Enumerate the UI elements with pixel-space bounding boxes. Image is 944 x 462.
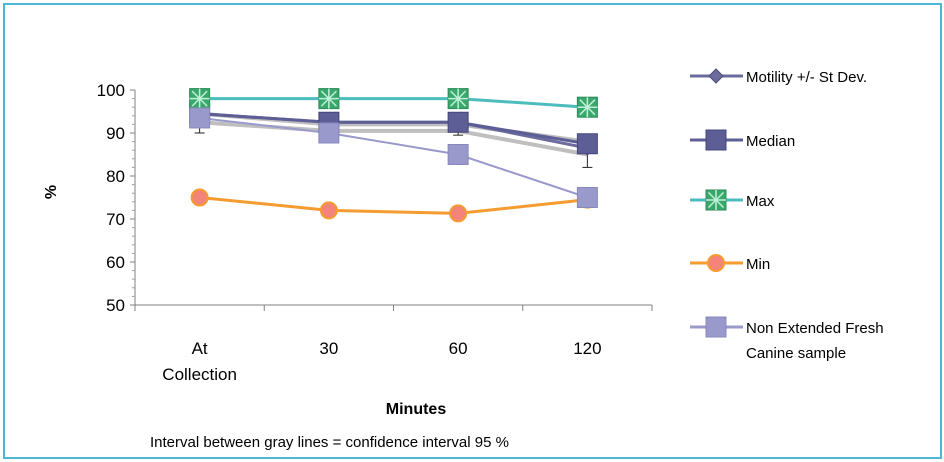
x-tick-label: Collection <box>162 365 237 384</box>
series-line-3 <box>199 196 588 215</box>
marker-4 <box>447 144 469 165</box>
x-tick-label: 60 <box>449 339 468 358</box>
marker-4 <box>189 107 211 129</box>
x-tick-label: At <box>192 339 208 358</box>
series-line-2 <box>199 97 588 109</box>
marker-2-cross <box>189 88 210 109</box>
y-tick-label: 70 <box>106 210 125 229</box>
marker-1 <box>576 133 598 155</box>
y-tick-label: 60 <box>106 253 125 272</box>
marker-2-cross <box>318 88 339 109</box>
legend-marker-0 <box>708 68 724 84</box>
legend-marker-1 <box>705 129 727 151</box>
marker-2-cross <box>448 88 469 109</box>
confidence-line-lower <box>199 120 588 157</box>
marker-3 <box>190 188 209 207</box>
legend-label-1: Median <box>746 133 795 150</box>
legend-marker-2-cross <box>706 190 726 210</box>
legend-label-3: Min <box>746 256 770 273</box>
y-tick-label: 90 <box>106 124 125 143</box>
marker-3 <box>449 204 468 223</box>
x-axis-title: Minutes <box>386 401 447 418</box>
marker-4 <box>576 187 598 208</box>
y-tick-label: 80 <box>106 167 125 186</box>
legend-marker-4 <box>705 316 727 338</box>
confidence-note: Interval between gray lines = confidence… <box>150 434 509 451</box>
series-line-1 <box>199 112 588 146</box>
marker-3 <box>319 201 338 220</box>
y-tick-label: 100 <box>97 81 125 100</box>
marker-4 <box>318 122 340 144</box>
chart-frame <box>3 3 942 459</box>
legend-label-4: Non Extended Fresh <box>746 320 884 337</box>
series-line-4 <box>199 116 588 199</box>
legend-marker-3 <box>707 254 725 272</box>
y-tick-label: 50 <box>106 296 125 315</box>
legend-label-4: Canine sample <box>746 345 846 362</box>
marker-2-cross <box>577 97 598 118</box>
y-axis-title: % <box>43 185 60 199</box>
x-tick-label: 120 <box>573 339 601 358</box>
legend-label-0: Motility +/- St Dev. <box>746 69 867 86</box>
legend-label-2: Max <box>746 193 775 210</box>
marker-1 <box>447 111 469 133</box>
x-tick-label: 30 <box>319 339 338 358</box>
